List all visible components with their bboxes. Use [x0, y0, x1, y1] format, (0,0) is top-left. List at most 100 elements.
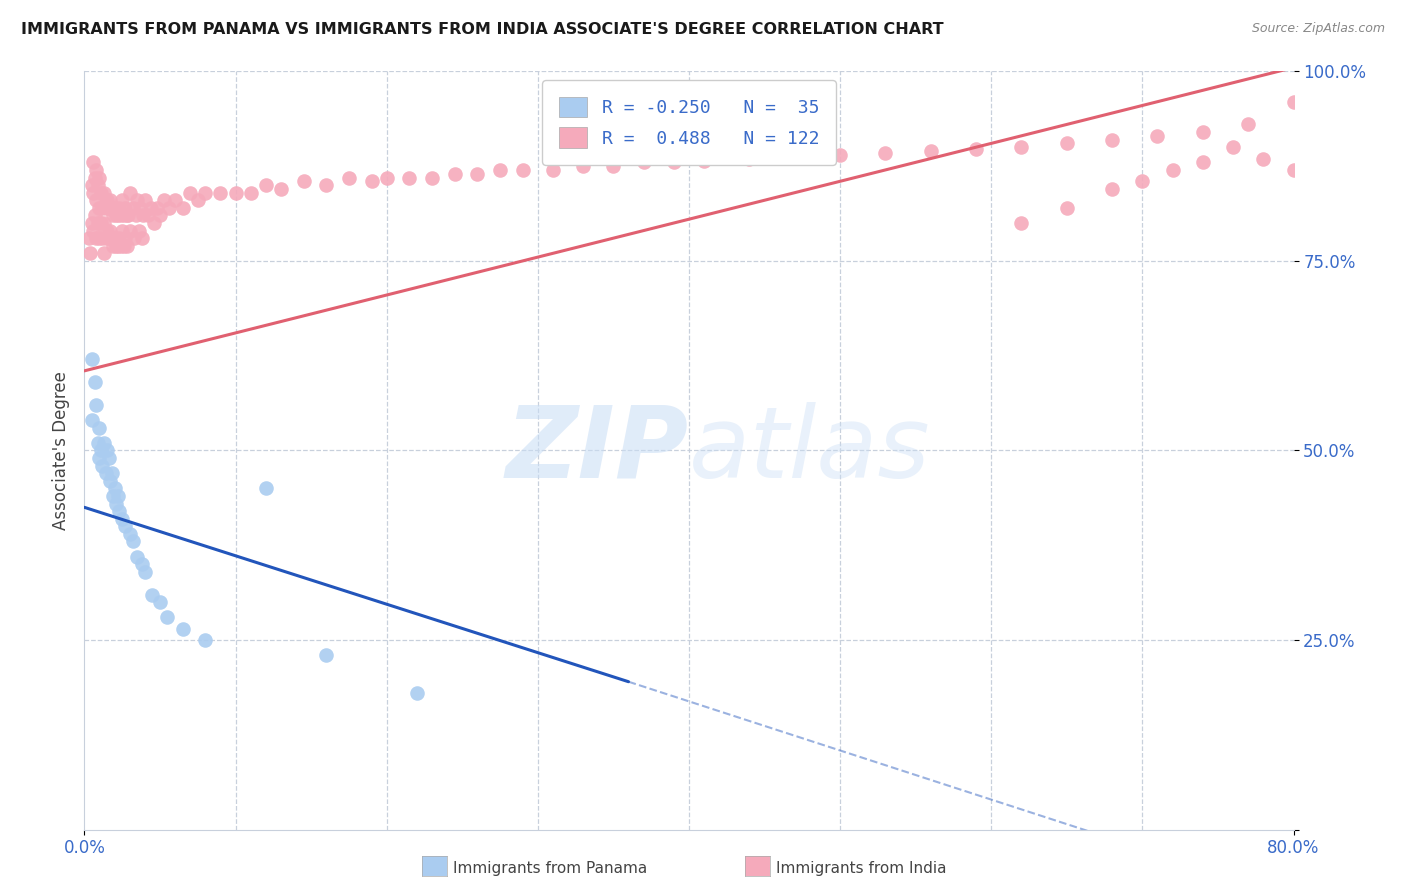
Point: [127, 194, 149, 208]
Point: [1222, 140, 1244, 154]
Point: [129, 201, 152, 215]
Point: [87, 216, 110, 230]
Point: [1146, 128, 1168, 143]
Point: [94, 231, 117, 245]
Point: [91, 458, 114, 473]
Point: [467, 167, 489, 181]
Point: [96, 443, 118, 458]
Point: [738, 152, 761, 166]
Point: [131, 557, 153, 572]
Point: [115, 209, 138, 223]
Point: [965, 142, 987, 156]
Point: [80, 216, 103, 230]
Point: [104, 201, 127, 215]
Text: Immigrants from Panama: Immigrants from Panama: [453, 862, 647, 876]
Point: [89, 421, 111, 435]
Point: [111, 194, 134, 208]
Point: [105, 209, 128, 223]
Point: [114, 231, 136, 245]
Point: [572, 159, 595, 173]
Point: [91, 231, 114, 245]
Point: [104, 482, 127, 496]
Point: [77, 231, 100, 245]
Point: [91, 201, 114, 215]
Point: [375, 170, 398, 185]
Point: [82, 223, 104, 237]
Point: [1101, 132, 1123, 146]
Point: [86, 398, 108, 412]
Point: [89, 201, 111, 215]
Point: [132, 209, 155, 223]
Point: [111, 223, 134, 237]
Point: [82, 155, 104, 169]
Point: [101, 209, 124, 223]
Point: [86, 163, 108, 178]
Point: [97, 451, 120, 466]
Point: [94, 467, 117, 481]
Point: [1056, 136, 1078, 151]
Point: [127, 549, 149, 564]
Point: [115, 238, 138, 253]
Point: [315, 648, 337, 662]
Point: [541, 163, 564, 178]
Point: [93, 186, 115, 200]
Point: [86, 231, 108, 245]
Point: [270, 182, 292, 196]
Point: [172, 622, 194, 636]
Legend: R = -0.250   N =  35, R =  0.488   N = 122: R = -0.250 N = 35, R = 0.488 N = 122: [543, 80, 835, 164]
Point: [107, 489, 129, 503]
Point: [89, 170, 111, 185]
Point: [108, 201, 131, 215]
Point: [875, 146, 897, 161]
Point: [89, 451, 111, 466]
Point: [209, 186, 232, 200]
Point: [118, 186, 141, 200]
Point: [107, 209, 129, 223]
Point: [121, 534, 143, 549]
Point: [1161, 163, 1184, 178]
Point: [187, 194, 209, 208]
Point: [131, 231, 153, 245]
Point: [489, 163, 512, 178]
Point: [105, 238, 128, 253]
Point: [1253, 152, 1275, 166]
Point: [179, 186, 201, 200]
Point: [254, 178, 277, 193]
Point: [165, 194, 187, 208]
Point: [337, 170, 360, 185]
Point: [94, 201, 117, 215]
Point: [97, 201, 120, 215]
Point: [512, 163, 534, 178]
Point: [194, 186, 217, 200]
Point: [117, 209, 139, 223]
Point: [1011, 140, 1033, 154]
Point: [98, 474, 121, 488]
Point: [101, 489, 124, 503]
Point: [87, 436, 110, 450]
Point: [100, 201, 122, 215]
Point: [1192, 125, 1215, 139]
Point: [93, 216, 115, 230]
Point: [114, 519, 136, 533]
Point: [1282, 163, 1305, 178]
Point: [121, 201, 143, 215]
Point: [225, 186, 247, 200]
Point: [1282, 95, 1305, 109]
Point: [87, 178, 110, 193]
Point: [89, 231, 111, 245]
Point: [125, 209, 148, 223]
Point: [90, 186, 112, 200]
Point: [830, 148, 852, 162]
Point: [118, 223, 141, 237]
Point: [149, 595, 172, 609]
Point: [84, 209, 107, 223]
Point: [112, 238, 135, 253]
Point: [783, 149, 806, 163]
Point: [1056, 201, 1078, 215]
Point: [1101, 182, 1123, 196]
Point: [100, 467, 122, 481]
Point: [107, 238, 129, 253]
Point: [93, 246, 115, 260]
Point: [141, 588, 163, 602]
Text: ZIP: ZIP: [506, 402, 689, 499]
